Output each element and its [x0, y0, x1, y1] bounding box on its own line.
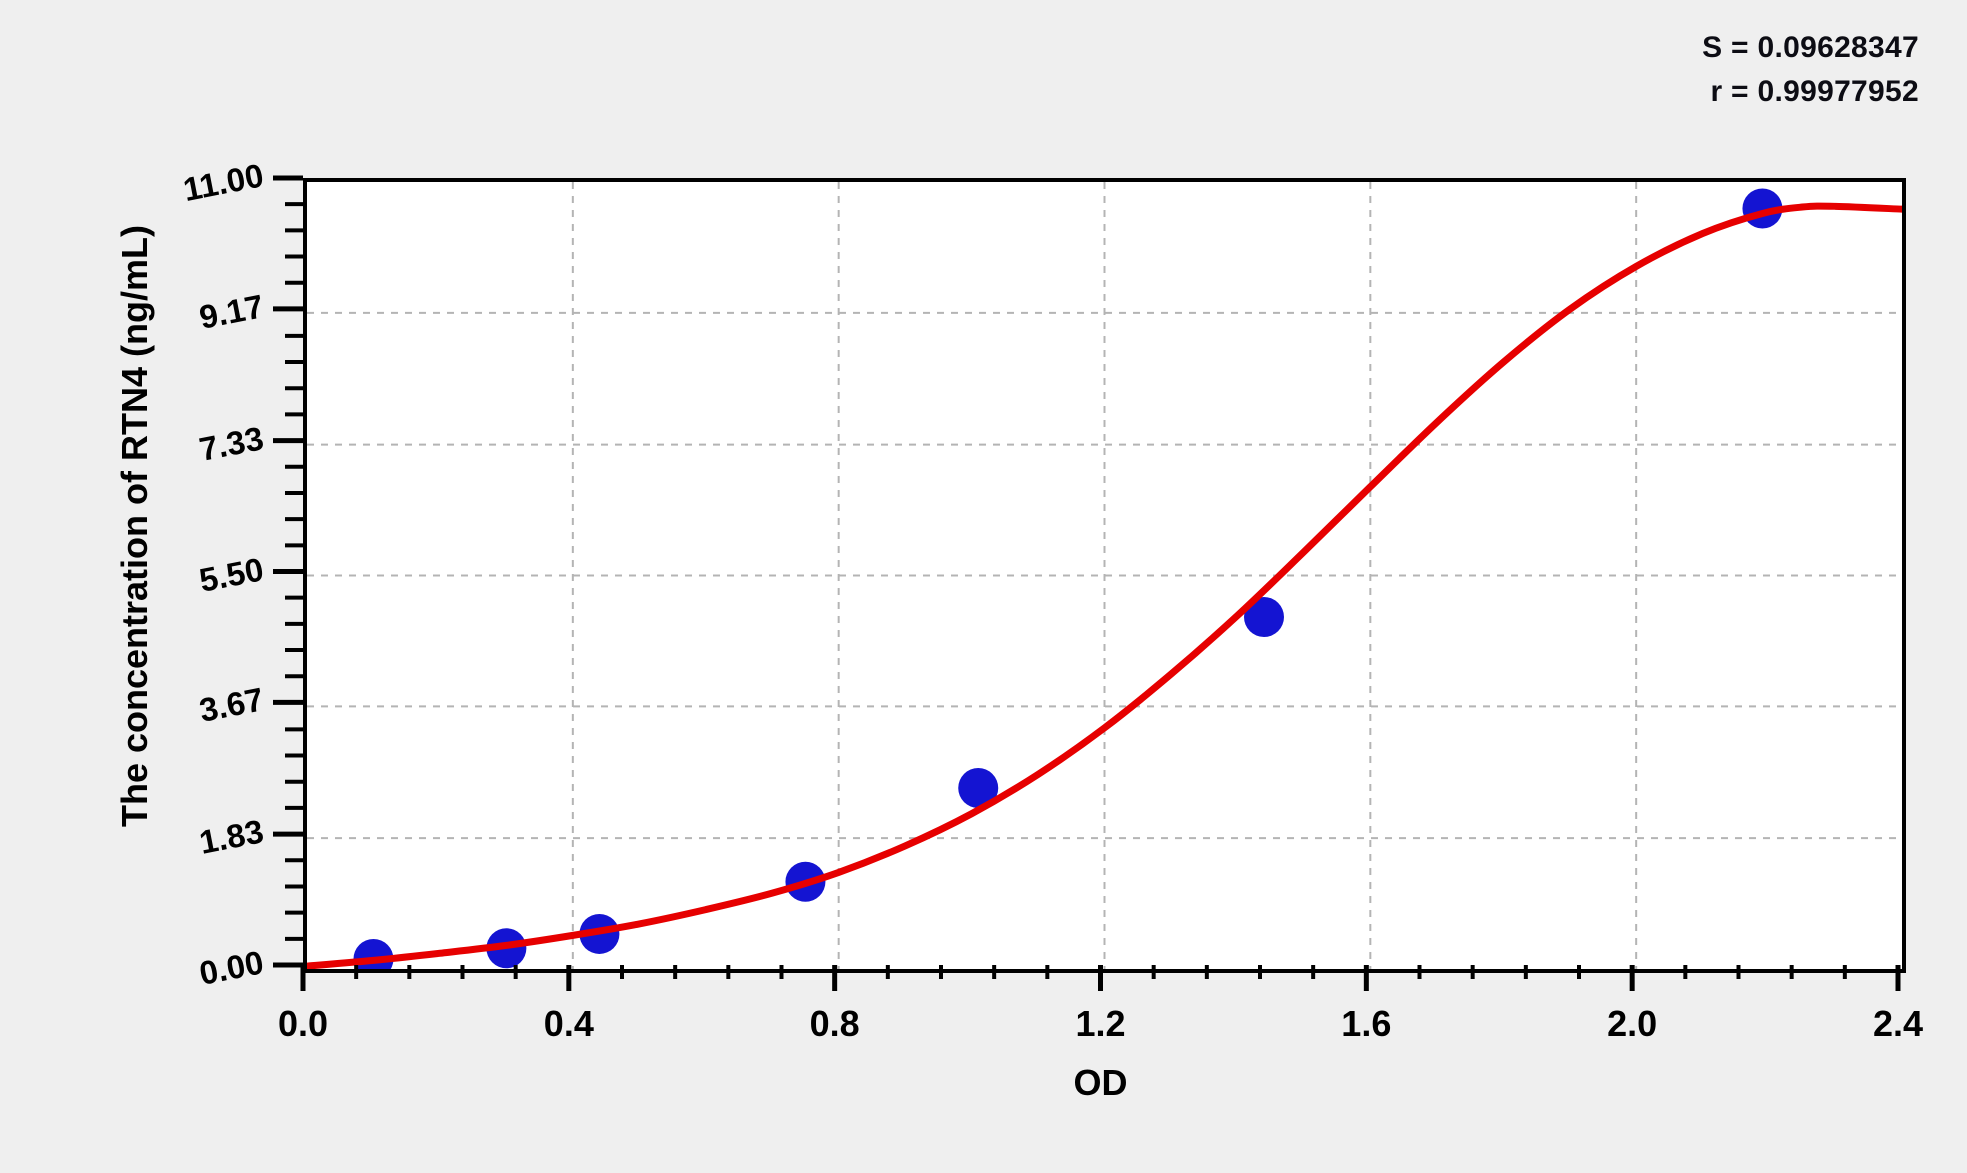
plot-canvas	[307, 182, 1902, 969]
x-tick-label: 2.4	[1872, 1003, 1924, 1044]
x-tick-label: 0.0	[277, 1003, 329, 1044]
x-tick-label: 0.4	[543, 1003, 594, 1044]
y-axis-title: The concentration of RTN4 (ng/mL)	[114, 225, 155, 827]
y-tick-label: 0.00	[196, 943, 267, 992]
data-point	[1244, 596, 1284, 637]
correlation-coefficient-text: r = 0.99977952	[1710, 74, 1919, 108]
x-tick-label: 1.2	[1075, 1003, 1126, 1044]
data-point	[958, 767, 999, 808]
standard-error-text: S = 0.09628347	[1702, 31, 1919, 64]
statistics-annotation: S = 0.09628347 r = 0.99977952	[1702, 26, 1919, 113]
plot-area	[303, 178, 1906, 973]
data-point-group	[353, 188, 1783, 969]
fitted-curve-path	[307, 202, 1902, 969]
x-axis-title: OD	[1073, 1062, 1128, 1103]
x-tick-label: 2.0	[1607, 1003, 1658, 1044]
gridlines	[307, 182, 1902, 969]
x-tick-label: 1.6	[1341, 1003, 1392, 1044]
x-tick-label: 0.8	[809, 1003, 860, 1044]
